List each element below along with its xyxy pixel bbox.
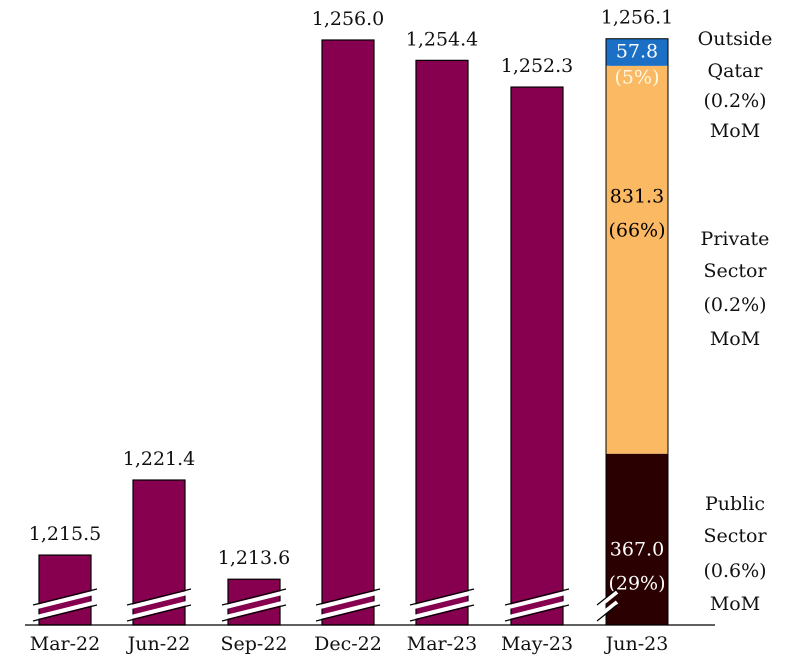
axis-break [32,590,98,610]
x-tick-label: Dec-22 [314,633,382,655]
annotation-name: Public Sector [703,493,767,547]
axis-break [126,600,192,620]
annotation-name-line: Outside [698,28,773,50]
axis-break-edge [126,588,192,606]
stack-segment [606,65,668,454]
annotation-unit: MoM [710,328,760,350]
annotation-change: (0.2%) [703,294,766,316]
annotation-name-line: Sector [703,260,767,282]
annotation-change: (0.2%) [703,90,766,112]
annotation-name: Private Sector [701,228,770,282]
annotation-name: Outside Qatar [698,28,773,82]
value-label: 1,252.3 [501,55,574,77]
bar [510,86,564,626]
annotation-name-line: Sector [703,525,767,547]
segment-value-label: 367.0 [610,538,664,560]
axis-break [595,590,619,610]
value-label: 1,213.6 [218,547,291,569]
axis-break-edge [504,588,570,606]
axis-break-edge [32,604,98,622]
axis-break-edge [596,604,618,622]
segment-share-label: (5%) [615,67,660,89]
x-tick-label: Sep-22 [220,633,287,655]
annotation-name-line: Public [705,493,765,515]
axis-break-edge [504,604,570,622]
annotation-unit: MoM [710,593,760,615]
value-label: 1,221.4 [123,448,196,470]
segment-value-label: 57.8 [616,41,658,63]
value-label: 1,254.4 [406,28,479,50]
annotation-unit: MoM [710,120,760,142]
axis-break [595,600,619,620]
annotation-name-line: Private [701,228,770,250]
x-tick-label: Jun-22 [126,633,191,655]
axis-break-edge [315,588,381,606]
axis-break-edge [221,604,287,622]
axis-break-edge [126,604,192,622]
axis-break-edge [32,588,98,606]
axis-break [409,600,475,620]
annotation-name-line: Qatar [708,60,764,82]
axis-break [126,590,192,610]
axis-break-edge [315,604,381,622]
segment-value-label: 831.3 [610,186,664,208]
axis-break-edge [409,604,475,622]
segment-share-label: (29%) [608,572,665,594]
x-tick-label: Jun-23 [604,633,669,655]
segment-label-bg [609,39,665,66]
axis-break [315,590,381,610]
axis-break [221,600,287,620]
x-tick-label: Mar-22 [30,633,100,655]
axis-break [504,590,570,610]
bar [415,59,469,626]
axis-break [409,590,475,610]
value-label: 1,256.1 [601,7,674,29]
x-tick-label: May-23 [501,633,573,655]
value-label: 1,256.0 [312,8,385,30]
segment-label-bg [609,537,665,564]
bar [321,39,375,626]
axis-break-edge [221,588,287,606]
x-tick-label: Mar-23 [407,633,477,655]
axis-break [315,600,381,620]
axis-break [221,590,287,610]
annotation-change: (0.6%) [703,560,766,582]
axis-break-edge [596,588,618,606]
value-label: 1,215.5 [29,523,102,545]
axis-break [32,600,98,620]
axis-break [504,600,570,620]
axis-break-edge [409,588,475,606]
segment-share-label: (66%) [608,220,665,242]
